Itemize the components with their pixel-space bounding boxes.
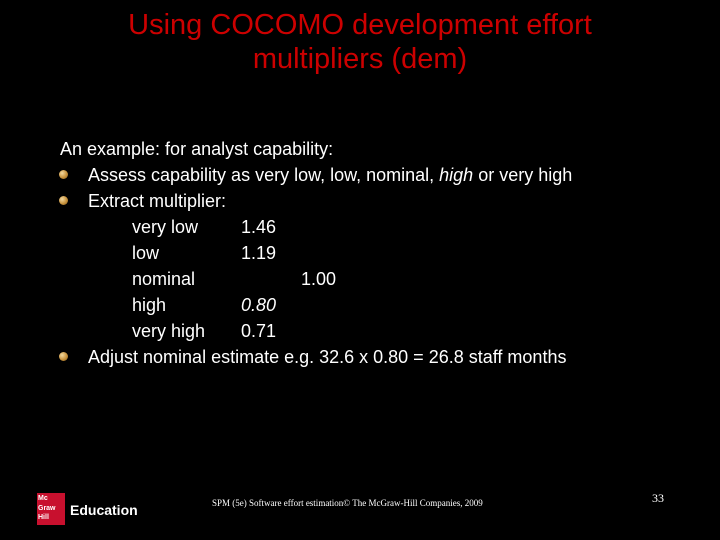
bullet-icon <box>59 170 68 179</box>
bullet-assess: Assess capability as very low, low, nomi… <box>59 162 573 188</box>
mcgraw-hill-education-logo: Mc Graw Hill Education <box>37 493 140 525</box>
title-line-2: multipliers (dem) <box>252 43 468 75</box>
bullet-icon <box>59 352 68 361</box>
logo-word: Education <box>70 502 138 518</box>
logo-box: Mc Graw Hill <box>37 493 65 525</box>
bullet-adjust: Adjust nominal estimate e.g. 32.6 x 0.80… <box>59 344 567 370</box>
multiplier-value-very-low: 1.46 <box>241 217 277 237</box>
multiplier-value-high: 0.80 <box>241 295 277 315</box>
title-line-1: Using COCOMO development effort <box>128 9 592 41</box>
multiplier-value-low: 1.19 <box>241 243 277 263</box>
page-number: 33 <box>652 491 664 505</box>
multiplier-label-high: high <box>132 295 167 315</box>
multiplier-label-very-low: very low <box>132 217 199 237</box>
multiplier-label-low: low <box>132 243 160 263</box>
bullet-extract: Extract multiplier: <box>59 188 227 214</box>
bullet-extract-text: Extract multiplier: <box>88 191 227 211</box>
multiplier-value-very-high: 0.71 <box>241 321 277 341</box>
bullet-adjust-text: Adjust nominal estimate e.g. 32.6 x 0.80… <box>88 347 567 367</box>
logo-box-text: Mc Graw Hill <box>38 495 56 521</box>
bullet-assess-text-pre: Assess capability as very low, low, nomi… <box>88 165 440 185</box>
bullet-icon <box>59 196 68 205</box>
slide-title: Using COCOMO development effort multipli… <box>40 8 680 76</box>
multiplier-value-nominal: 1.00 <box>301 269 337 289</box>
bullet-assess-text-italic: high <box>439 165 474 185</box>
bullet-assess-text-post: or very high <box>473 165 573 185</box>
multiplier-label-nominal: nominal <box>132 269 196 289</box>
intro-text: An example: for analyst capability: <box>60 139 334 159</box>
footer-text: SPM (5e) Software effort estimation© The… <box>212 498 483 508</box>
multiplier-label-very-high: very high <box>132 321 206 341</box>
